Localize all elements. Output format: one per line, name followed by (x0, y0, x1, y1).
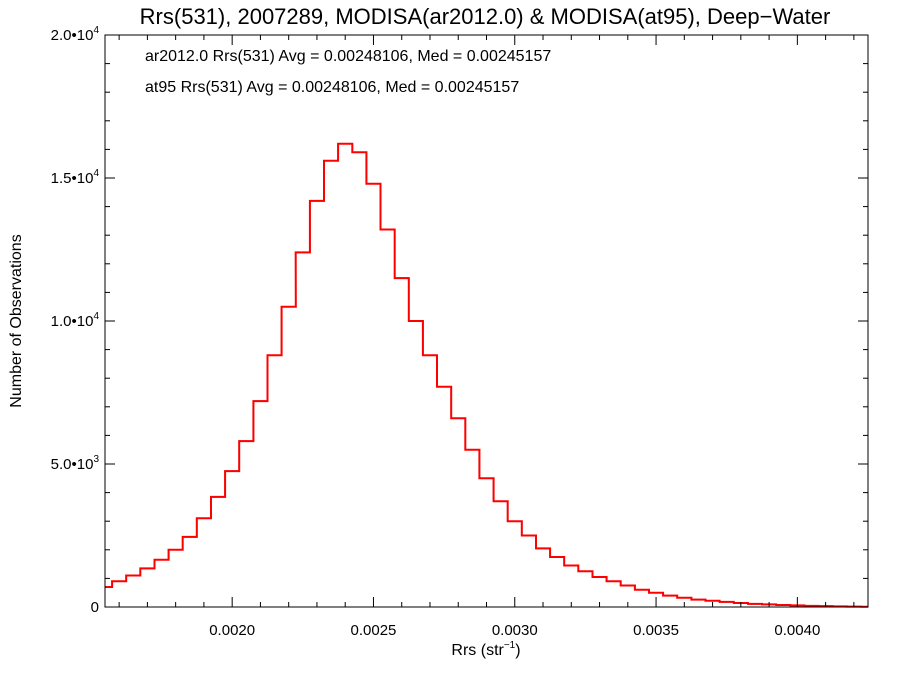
x-tick-label: 0.0035 (633, 622, 679, 639)
y-tick-label: 0 (91, 599, 99, 616)
y-tick-label: 5.0•103 (51, 454, 100, 473)
series-line-1 (105, 142, 868, 608)
y-tick-label: 2.0•104 (51, 25, 100, 44)
y-tick-label: 1.0•104 (51, 311, 100, 330)
y-tick-label: 1.5•104 (51, 168, 100, 187)
series-layer (105, 142, 868, 608)
annotation-red: at95 Rrs(531) Avg = 0.00248106, Med = 0.… (145, 79, 519, 96)
y-ticks: 0 5.0•103 1.0•104 1.5•104 2.0•104 (51, 25, 868, 616)
x-axis-label: Rrs (str−1) (451, 640, 520, 659)
x-tick-label: 0.0020 (209, 622, 255, 639)
x-ticks: 0.0020 0.0025 0.0030 0.0035 0.0040 (118, 35, 855, 639)
y-axis-label: Number of Observations (8, 234, 25, 407)
x-axis-label-sup: −1 (504, 640, 516, 651)
x-tick-label: 0.0030 (492, 622, 538, 639)
x-axis-label-end: ) (515, 642, 520, 659)
x-axis-label-main: Rrs (str (451, 642, 504, 659)
x-tick-label: 0.0040 (774, 622, 820, 639)
x-tick-label: 0.0025 (351, 622, 397, 639)
annotation-black: ar2012.0 Rrs(531) Avg = 0.00248106, Med … (145, 48, 551, 65)
chart-title: Rrs(531), 2007289, MODISA(ar2012.0) & MO… (140, 4, 831, 29)
